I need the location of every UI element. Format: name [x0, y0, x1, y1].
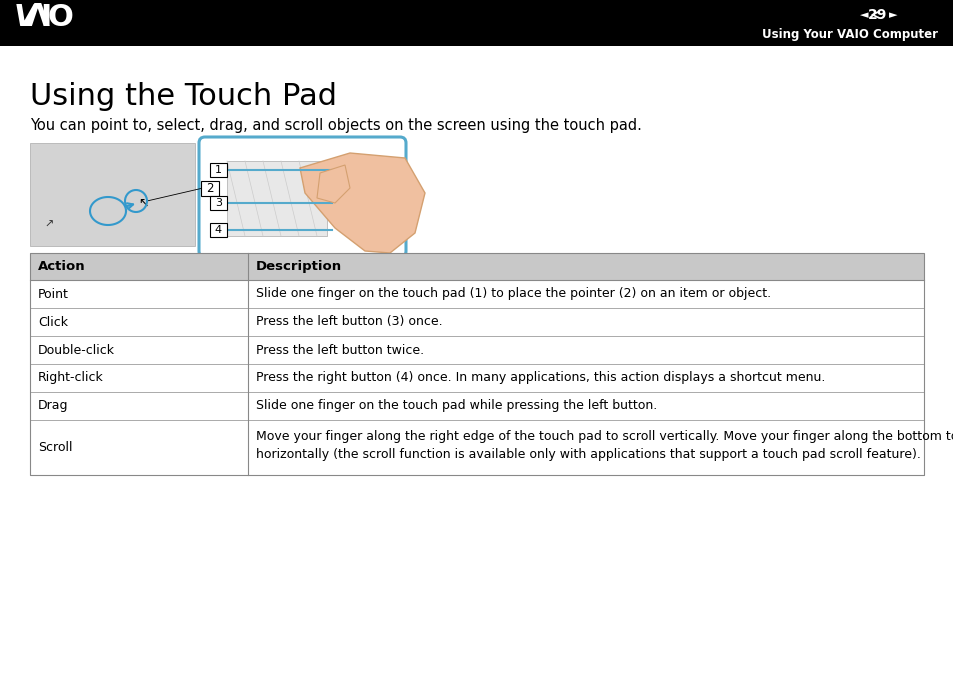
Text: 29: 29 — [867, 7, 886, 22]
Text: O: O — [48, 3, 73, 32]
Bar — [30, 336, 923, 364]
Bar — [30, 420, 923, 475]
Text: Right-click: Right-click — [38, 371, 104, 384]
Text: Double-click: Double-click — [38, 344, 115, 357]
Text: V: V — [14, 3, 37, 32]
Polygon shape — [316, 165, 350, 203]
Bar — [30, 280, 923, 308]
Polygon shape — [299, 153, 424, 253]
Bar — [0, 0, 953, 46]
Bar — [227, 161, 327, 236]
Bar — [30, 253, 923, 280]
Text: Press the left button (3) once.: Press the left button (3) once. — [255, 315, 442, 328]
Text: Description: Description — [255, 260, 342, 273]
Text: horizontally (the scroll function is available only with applications that suppo: horizontally (the scroll function is ava… — [255, 448, 920, 461]
Text: Press the right button (4) once. In many applications, this action displays a sh: Press the right button (4) once. In many… — [255, 371, 824, 384]
Bar — [30, 143, 194, 246]
Bar — [30, 308, 923, 336]
Bar — [210, 196, 227, 210]
Text: ►: ► — [888, 9, 897, 20]
Text: 3: 3 — [214, 198, 222, 208]
Bar — [210, 163, 227, 177]
Text: Move your finger along the right edge of the touch pad to scroll vertically. Mov: Move your finger along the right edge of… — [255, 430, 953, 443]
Text: Press the left button twice.: Press the left button twice. — [255, 344, 424, 357]
Text: Using Your VAIO Computer: Using Your VAIO Computer — [761, 28, 937, 41]
Text: ◄: ◄ — [859, 9, 867, 20]
Text: 4: 4 — [214, 225, 222, 235]
Text: Point: Point — [38, 288, 69, 301]
Text: 2: 2 — [206, 182, 213, 195]
Text: I: I — [40, 3, 51, 32]
Text: Click: Click — [38, 315, 68, 328]
Text: Slide one finger on the touch pad while pressing the left button.: Slide one finger on the touch pad while … — [255, 400, 657, 412]
FancyBboxPatch shape — [199, 137, 406, 257]
Bar — [30, 364, 923, 392]
Text: Scroll: Scroll — [38, 441, 72, 454]
Text: Drag: Drag — [38, 400, 69, 412]
Text: ↗: ↗ — [44, 220, 53, 230]
Bar — [210, 223, 227, 237]
Text: 1: 1 — [214, 165, 222, 175]
Text: ↖: ↖ — [138, 197, 149, 210]
Text: Action: Action — [38, 260, 86, 273]
Bar — [201, 181, 219, 196]
Bar — [30, 253, 923, 475]
Text: Using the Touch Pad: Using the Touch Pad — [30, 82, 336, 111]
Text: Λ: Λ — [26, 3, 50, 32]
Text: Slide one finger on the touch pad (1) to place the pointer (2) on an item or obj: Slide one finger on the touch pad (1) to… — [255, 288, 770, 301]
Text: You can point to, select, drag, and scroll objects on the screen using the touch: You can point to, select, drag, and scro… — [30, 118, 641, 133]
Bar — [30, 392, 923, 420]
